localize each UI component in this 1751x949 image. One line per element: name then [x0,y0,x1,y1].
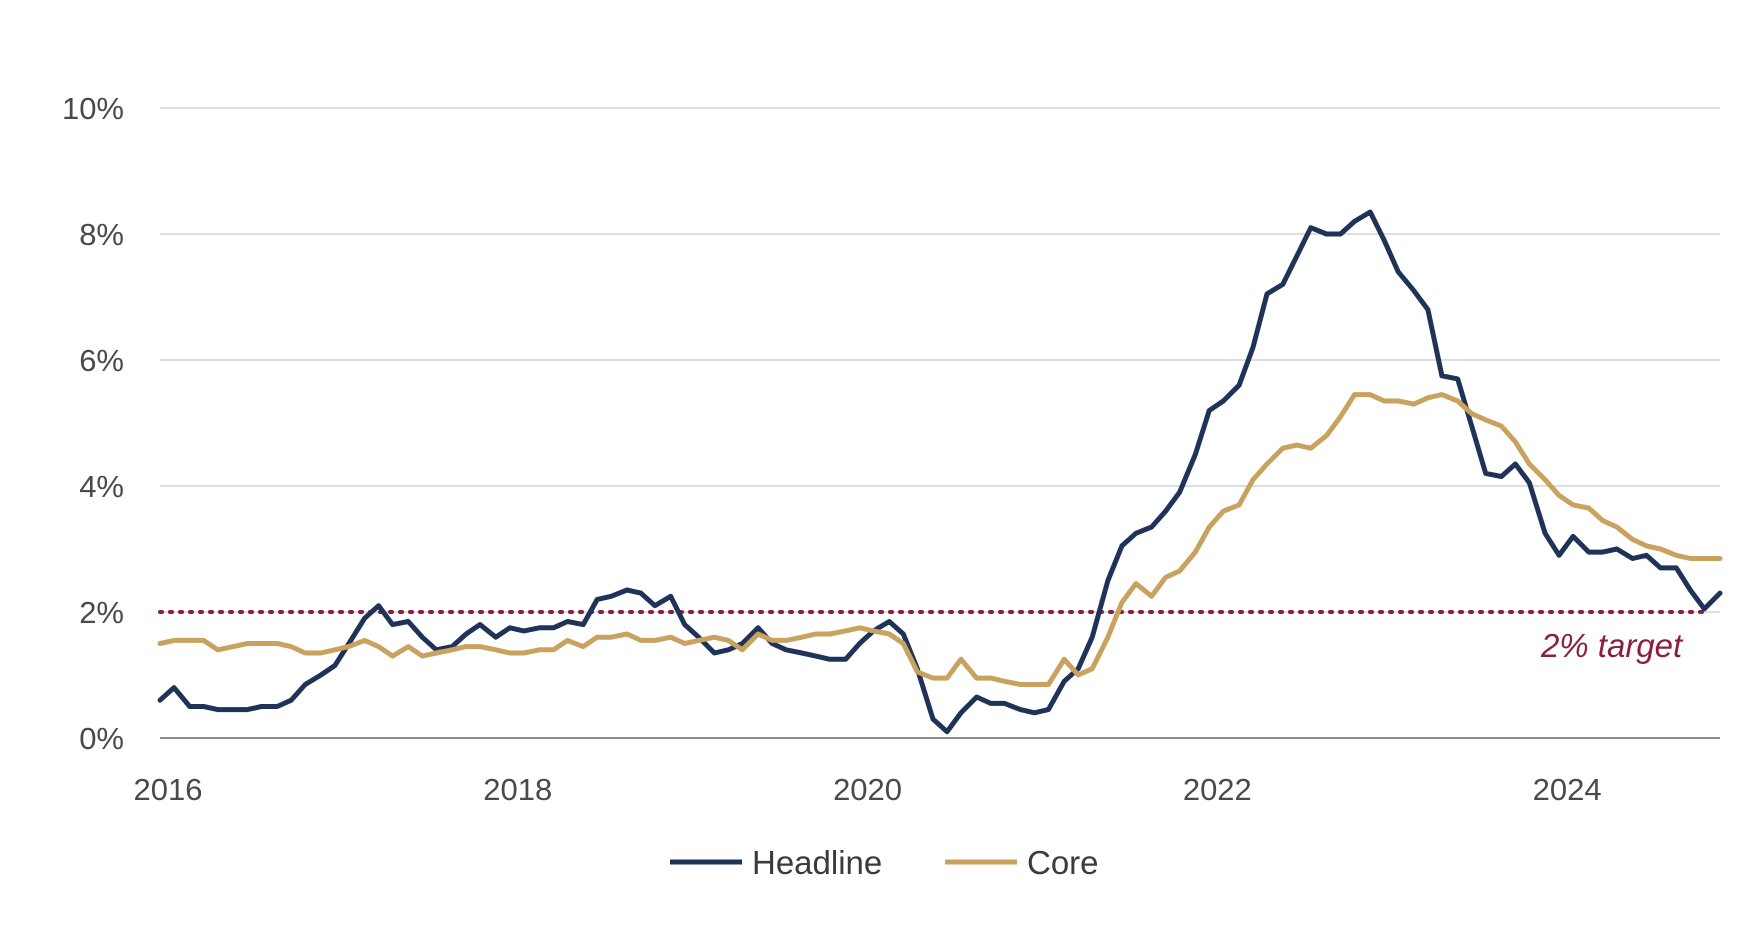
x-tick-label: 2018 [483,772,552,807]
y-tick-label: 6% [79,343,124,378]
y-tick-label: 0% [79,721,124,756]
gridlines [160,107,1720,613]
x-tick-label: 2016 [134,772,203,807]
y-tick-label: 4% [79,469,124,504]
series-lines [157,209,1723,735]
legend: Headline Core [670,844,1099,881]
target-reference: 2% target [158,610,1712,664]
legend-label-core: Core [1027,844,1099,881]
series-line-core [157,392,1723,687]
y-tick-label: 10% [62,91,124,126]
x-tick-label: 2024 [1533,772,1602,807]
x-tick-label: 2020 [833,772,902,807]
target-label: 2% target [1540,627,1684,664]
series-line-headline [157,209,1723,735]
y-tick-label: 2% [79,595,124,630]
x-axis-tick-labels: 2016 2018 2020 2022 2024 [134,772,1602,807]
y-axis-tick-labels: 0% 2% 4% 6% 8% 10% [62,91,124,756]
x-tick-label: 2022 [1183,772,1252,807]
y-tick-label: 8% [79,217,124,252]
legend-label-headline: Headline [752,844,882,881]
